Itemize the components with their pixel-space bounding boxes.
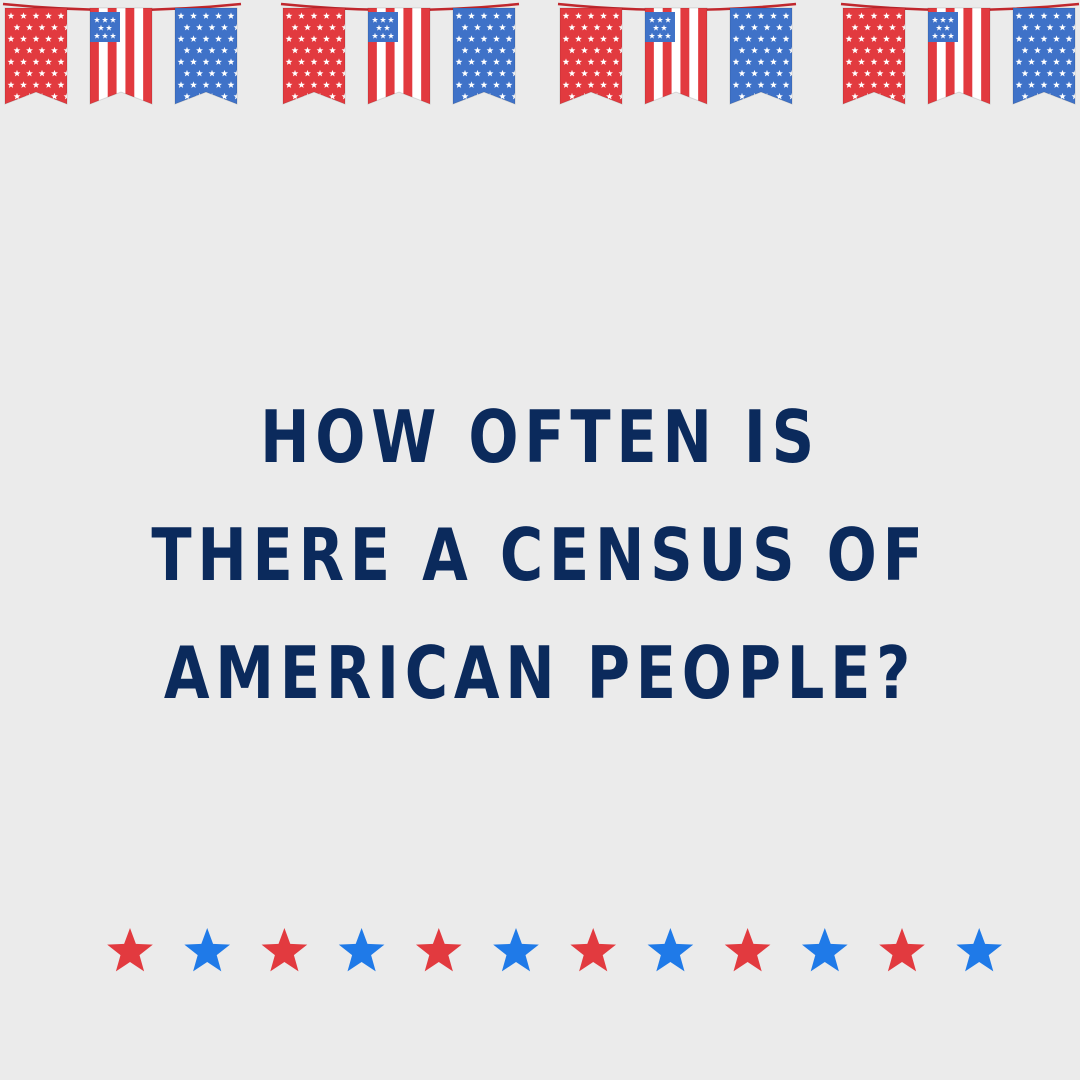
red-star-icon	[107, 928, 153, 972]
blue-star-icon	[338, 928, 385, 972]
blue-star-icon	[956, 928, 1003, 972]
us-flag-pennant	[90, 8, 152, 104]
red-stars-flag-pennant	[560, 8, 622, 104]
bunting-group	[840, 2, 1080, 105]
blue-star-icon	[184, 928, 231, 972]
us-flag-pennant	[645, 8, 707, 104]
red-stars-flag-pennant	[843, 8, 905, 104]
red-star-icon	[879, 928, 925, 972]
bunting-group	[280, 2, 520, 105]
blue-star-icon	[493, 928, 539, 972]
blue-stars-flag-pennant	[453, 8, 515, 104]
blue-stars-flag-pennant	[175, 8, 237, 104]
blue-star-icon	[801, 928, 848, 972]
red-star-icon	[261, 928, 308, 972]
question-line-2: THERE A CENSUS OF	[151, 513, 929, 597]
red-stars-flag-pennant	[283, 8, 345, 104]
us-flag-pennant	[928, 8, 990, 104]
us-flag-pennant	[368, 8, 430, 104]
blue-stars-flag-pennant	[730, 8, 792, 104]
red-star-icon	[724, 928, 771, 972]
question-heading: HOW OFTEN IS THERE A CENSUS OF AMERICAN …	[97, 378, 983, 732]
question-line-1: HOW OFTEN IS	[260, 395, 820, 479]
red-star-icon	[415, 928, 462, 972]
red-stars-flag-pennant	[5, 8, 67, 104]
bunting-group	[557, 2, 797, 105]
blue-star-icon	[647, 928, 694, 972]
blue-stars-flag-pennant	[1013, 8, 1075, 104]
bunting-group	[2, 2, 242, 105]
bunting-banner	[2, 2, 1080, 105]
star-row	[107, 928, 1003, 972]
red-star-icon	[570, 928, 617, 972]
question-line-3: AMERICAN PEOPLE?	[163, 631, 917, 715]
